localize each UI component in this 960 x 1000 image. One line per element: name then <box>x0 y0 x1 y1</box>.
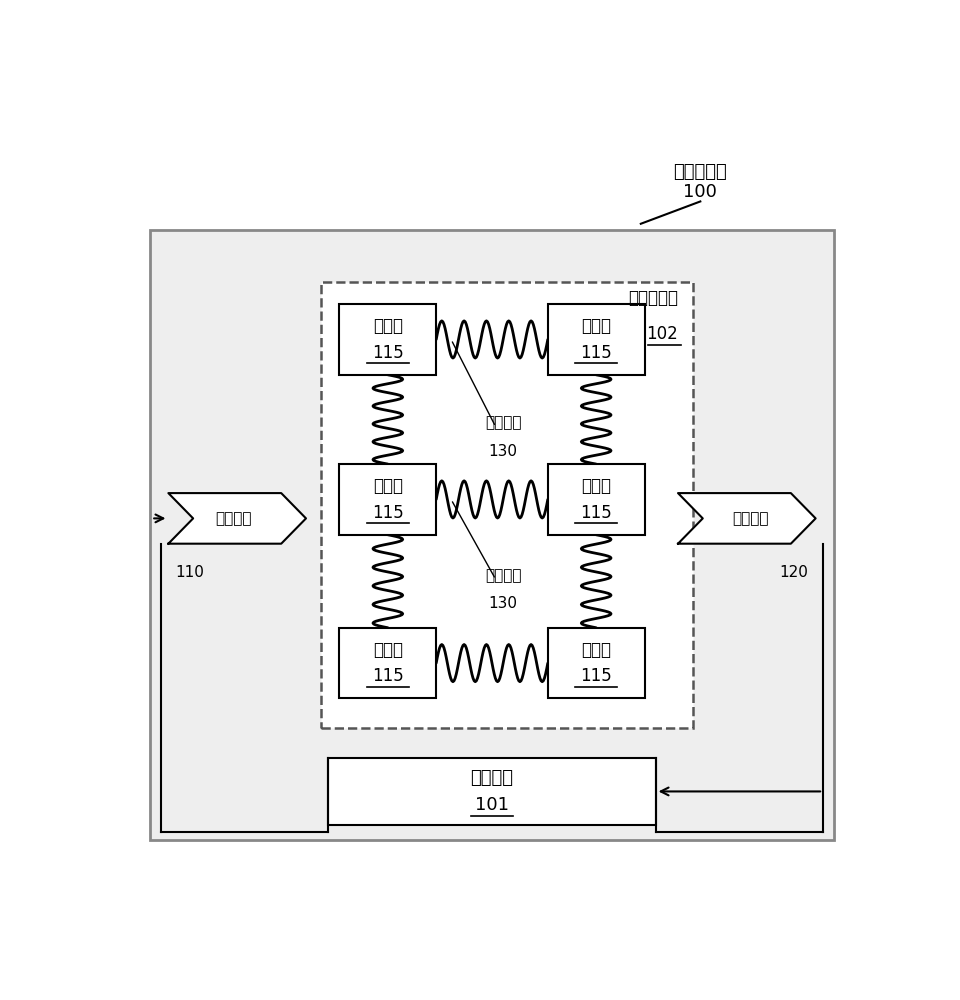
FancyBboxPatch shape <box>150 230 834 840</box>
Text: 115: 115 <box>580 504 612 522</box>
FancyBboxPatch shape <box>340 304 436 375</box>
Polygon shape <box>678 493 816 544</box>
Text: 相互作用: 相互作用 <box>485 568 521 583</box>
Text: 量子位: 量子位 <box>372 477 403 495</box>
Text: 100: 100 <box>684 183 717 201</box>
Text: 量子位: 量子位 <box>581 477 612 495</box>
Text: 量子处理器: 量子处理器 <box>628 289 678 307</box>
FancyBboxPatch shape <box>548 464 644 535</box>
FancyBboxPatch shape <box>321 282 693 728</box>
Text: 控制信号: 控制信号 <box>215 511 252 526</box>
FancyBboxPatch shape <box>548 628 644 698</box>
Text: 量子位: 量子位 <box>372 317 403 335</box>
Text: 101: 101 <box>475 796 509 814</box>
Text: 110: 110 <box>176 565 204 580</box>
FancyBboxPatch shape <box>340 464 436 535</box>
Text: 115: 115 <box>580 344 612 362</box>
Text: 115: 115 <box>372 504 404 522</box>
Text: 相互作用: 相互作用 <box>485 416 521 431</box>
Text: 量子位: 量子位 <box>372 641 403 659</box>
Text: 读出信号: 读出信号 <box>732 511 769 526</box>
Text: 115: 115 <box>372 667 404 685</box>
Polygon shape <box>168 493 306 544</box>
Text: 115: 115 <box>580 667 612 685</box>
Text: 外部系统: 外部系统 <box>470 769 514 787</box>
Text: 120: 120 <box>780 565 808 580</box>
Text: 量子位: 量子位 <box>581 641 612 659</box>
Text: 量子位: 量子位 <box>581 317 612 335</box>
Text: 130: 130 <box>489 444 517 459</box>
Text: 量子计算机: 量子计算机 <box>674 163 727 181</box>
FancyBboxPatch shape <box>548 304 644 375</box>
Text: 102: 102 <box>646 325 678 343</box>
FancyBboxPatch shape <box>340 628 436 698</box>
FancyBboxPatch shape <box>328 758 656 825</box>
Text: 130: 130 <box>489 596 517 611</box>
Text: 115: 115 <box>372 344 404 362</box>
